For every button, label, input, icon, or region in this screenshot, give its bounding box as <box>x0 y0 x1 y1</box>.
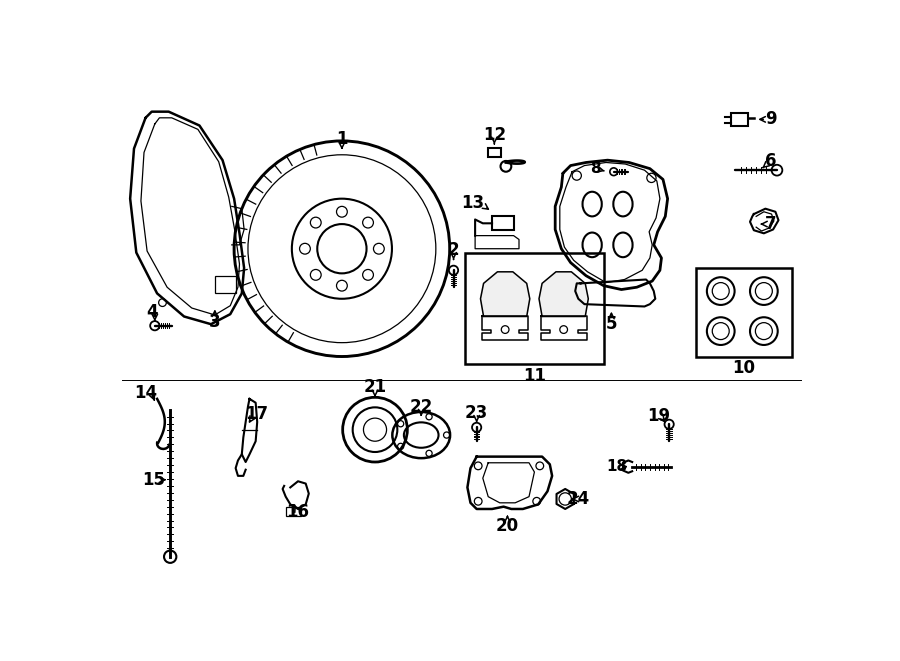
Bar <box>285 507 302 516</box>
Text: 5: 5 <box>606 315 617 333</box>
Text: 6: 6 <box>765 152 777 170</box>
Text: 23: 23 <box>465 404 489 422</box>
Bar <box>731 113 748 126</box>
Text: 19: 19 <box>647 407 670 425</box>
Polygon shape <box>481 272 530 317</box>
Text: 14: 14 <box>134 383 158 402</box>
Text: 24: 24 <box>567 490 590 508</box>
Text: 17: 17 <box>246 405 269 423</box>
Text: 4: 4 <box>146 303 158 321</box>
Text: 2: 2 <box>447 241 459 259</box>
Text: 21: 21 <box>364 378 387 397</box>
Bar <box>696 268 792 356</box>
Text: 18: 18 <box>607 459 627 474</box>
Text: 11: 11 <box>523 367 546 385</box>
Text: 20: 20 <box>496 517 519 535</box>
Bar <box>492 216 514 230</box>
Text: 9: 9 <box>765 110 777 128</box>
Bar <box>215 276 237 293</box>
Text: 15: 15 <box>142 471 165 488</box>
Bar <box>465 253 604 364</box>
Polygon shape <box>539 272 589 317</box>
Text: 16: 16 <box>286 503 310 521</box>
Text: 3: 3 <box>209 313 220 331</box>
Text: 12: 12 <box>482 126 506 143</box>
Text: 8: 8 <box>590 161 600 176</box>
Text: 13: 13 <box>461 194 484 212</box>
Text: 10: 10 <box>733 359 755 377</box>
Text: 22: 22 <box>410 397 433 416</box>
Text: 1: 1 <box>337 130 347 148</box>
Text: 7: 7 <box>765 215 777 233</box>
Bar <box>488 148 500 157</box>
